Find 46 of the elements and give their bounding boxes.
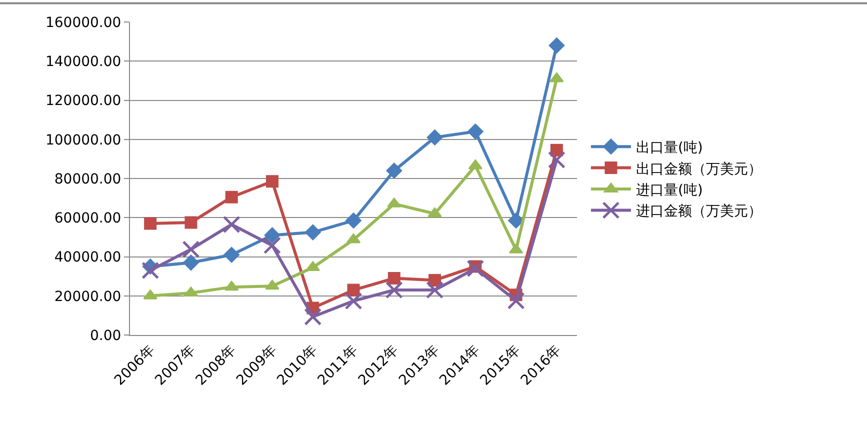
legend-label: 出口金额（万美元） [636, 161, 762, 178]
point [142, 262, 160, 280]
point [385, 281, 403, 299]
point [224, 280, 239, 291]
y-tick-label: 0.00 [90, 328, 122, 344]
point [548, 151, 566, 169]
point [346, 212, 362, 228]
legend-label: 进口金额（万美元） [636, 204, 762, 220]
point [428, 207, 442, 218]
point [388, 272, 400, 285]
point [548, 38, 565, 54]
point [144, 217, 157, 230]
point [346, 233, 361, 244]
y-tick-label: 20000.00 [54, 288, 122, 305]
point [466, 260, 484, 278]
y-tick-label: 160000.00 [45, 14, 122, 31]
point [304, 308, 322, 326]
y-tick-label: 120000.00 [45, 93, 122, 110]
point [508, 212, 524, 228]
point [183, 254, 199, 271]
point [182, 240, 200, 258]
point [266, 175, 278, 188]
point [507, 292, 525, 310]
point [224, 246, 240, 263]
point [264, 227, 280, 244]
point [225, 190, 238, 204]
point [184, 216, 198, 229]
point [426, 281, 444, 299]
point [386, 162, 402, 179]
point [263, 236, 281, 254]
point [344, 292, 362, 310]
point [306, 261, 320, 272]
point [347, 284, 360, 296]
y-tick-label: 80000.00 [54, 171, 122, 188]
point [304, 224, 321, 240]
y-tick-label: 100000.00 [45, 132, 122, 148]
y-tick-label: 40000.00 [54, 250, 122, 266]
point [265, 280, 280, 290]
point [222, 216, 240, 234]
point [468, 124, 484, 140]
legend-label: 出口量(吨) [636, 140, 703, 156]
y-tick-label: 140000.00 [45, 54, 122, 70]
y-tick-label: 60000.00 [54, 210, 122, 227]
point [426, 130, 443, 146]
legend-label: 进口量(吨) [636, 182, 703, 198]
point [550, 72, 564, 82]
